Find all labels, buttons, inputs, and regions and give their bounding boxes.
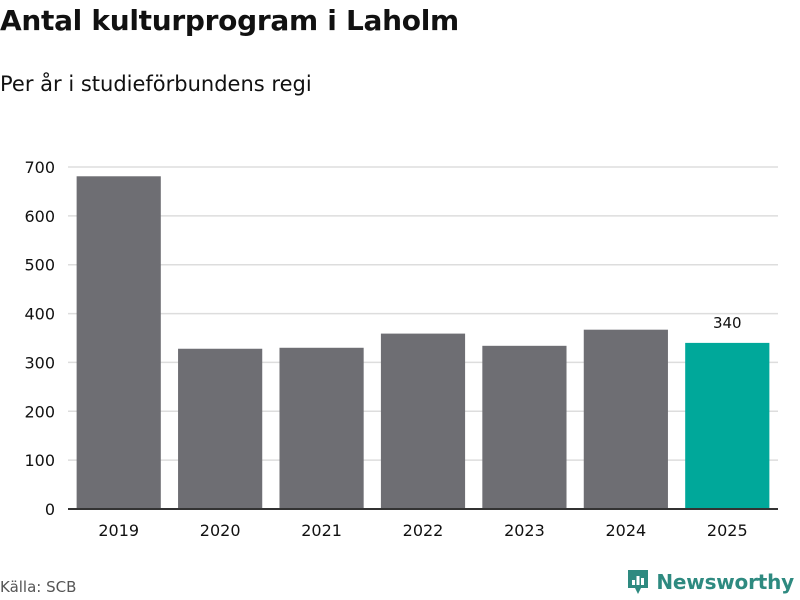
bar-2022 bbox=[380, 333, 466, 509]
chart-subtitle: Per år i studieförbundens regi bbox=[0, 72, 312, 96]
y-tick-label: 600 bbox=[24, 207, 55, 226]
y-tick-label: 200 bbox=[24, 402, 55, 421]
x-tick-label: 2024 bbox=[605, 521, 646, 540]
data-label: 340 bbox=[713, 314, 742, 332]
y-tick-label: 400 bbox=[24, 305, 55, 324]
x-tick-label: 2022 bbox=[403, 521, 444, 540]
bar-2025 bbox=[685, 342, 770, 509]
x-tick-label: 2023 bbox=[504, 521, 545, 540]
bar-2019 bbox=[76, 176, 161, 510]
y-tick-label: 700 bbox=[24, 158, 55, 177]
bar-2020 bbox=[178, 348, 263, 509]
y-tick-label: 500 bbox=[24, 256, 55, 275]
x-tick-label: 2025 bbox=[707, 521, 748, 540]
brand-logo: Newsworthy bbox=[626, 568, 794, 596]
y-tick-label: 300 bbox=[24, 353, 55, 372]
brand-name: Newsworthy bbox=[656, 570, 794, 594]
newsworthy-logo-icon bbox=[628, 570, 649, 594]
chart-title: Antal kulturprogram i Laholm bbox=[0, 4, 459, 37]
x-tick-label: 2019 bbox=[98, 521, 139, 540]
bar-2024 bbox=[583, 329, 668, 509]
x-tick-label: 2021 bbox=[301, 521, 342, 540]
bar-2023 bbox=[482, 345, 567, 509]
bar-chart: 0 100 200 300 400 500 600 700 2019 2020 2021 2022 20… bbox=[24, 158, 778, 540]
y-tick-label: 100 bbox=[24, 451, 55, 470]
x-tick-label: 2020 bbox=[200, 521, 241, 540]
bar-2021 bbox=[279, 347, 364, 509]
source-note: Källa: SCB bbox=[0, 578, 77, 596]
y-tick-label: 0 bbox=[45, 500, 55, 519]
